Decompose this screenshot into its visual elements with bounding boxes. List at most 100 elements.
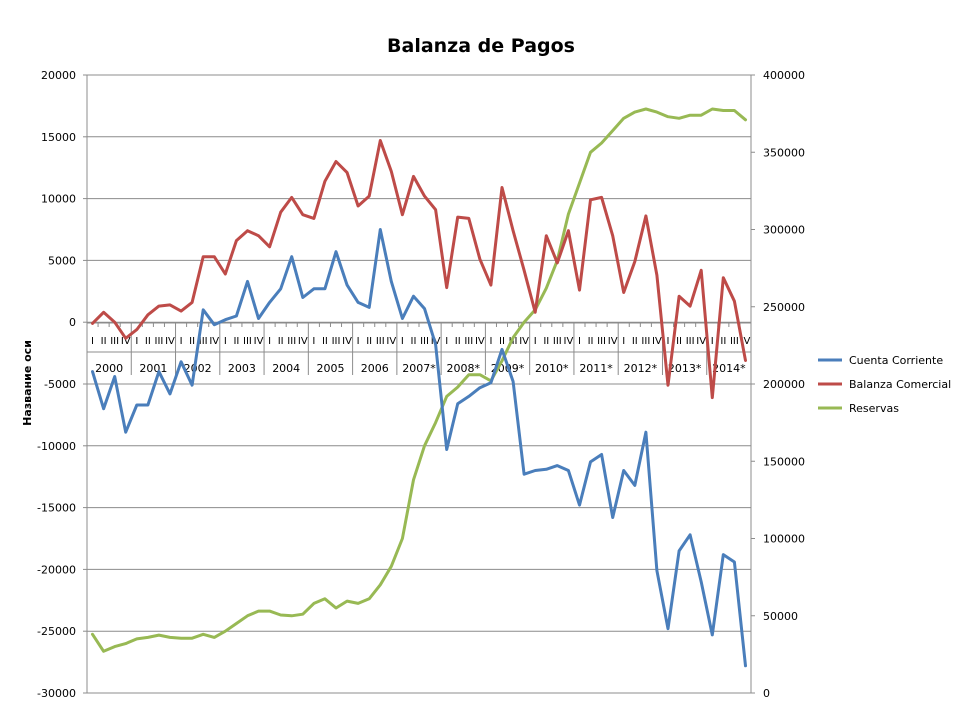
quarter-label: II bbox=[455, 336, 461, 347]
quarter-label: IV bbox=[254, 336, 264, 347]
y2-tick-label: 200000 bbox=[763, 378, 805, 391]
year-label: 2000 bbox=[95, 362, 123, 375]
year-label: 2004 bbox=[272, 362, 300, 375]
gridlines bbox=[87, 74, 751, 694]
legend-label-cuenta-corriente: Cuenta Corriente bbox=[849, 354, 943, 367]
y2-tick-label: 50000 bbox=[763, 610, 798, 623]
quarter-label: II bbox=[676, 336, 682, 347]
quarter-label: I bbox=[224, 336, 227, 347]
quarter-label: I bbox=[135, 336, 138, 347]
year-label: 2011* bbox=[579, 362, 613, 375]
quarter-label: IV bbox=[608, 336, 618, 347]
quarter-label: III bbox=[199, 336, 208, 347]
quarter-label: I bbox=[357, 336, 360, 347]
quarter-label: II bbox=[101, 336, 107, 347]
quarter-label: I bbox=[268, 336, 271, 347]
quarter-label: III bbox=[110, 336, 119, 347]
quarter-label: I bbox=[622, 336, 625, 347]
quarter-label: IV bbox=[165, 336, 175, 347]
legend-label-reservas: Reservas bbox=[849, 402, 899, 415]
quarter-label: II bbox=[322, 336, 328, 347]
year-label: 2012* bbox=[624, 362, 658, 375]
quarter-label: III bbox=[597, 336, 606, 347]
y-tick-label: -20000 bbox=[37, 563, 76, 576]
y2-axis-ticks: 400000 350000 300000 250000 200000 150000 1000… bbox=[751, 69, 805, 700]
year-label: 2001 bbox=[139, 362, 167, 375]
quarter-label: III bbox=[420, 336, 429, 347]
y-tick-label: -30000 bbox=[37, 687, 76, 700]
y2-tick-label: 400000 bbox=[763, 69, 805, 82]
quarter-label: II bbox=[632, 336, 638, 347]
series-line-balanza-comercial bbox=[91, 139, 747, 400]
year-label: 2014* bbox=[712, 362, 746, 375]
quarter-label: III bbox=[287, 336, 296, 347]
series-line-cuenta-corriente bbox=[91, 228, 747, 668]
y-tick-label: 0 bbox=[69, 316, 76, 329]
quarter-label: III bbox=[332, 336, 341, 347]
year-label: 2003 bbox=[228, 362, 256, 375]
quarter-label: I bbox=[91, 336, 94, 347]
y-tick-label: 5000 bbox=[48, 254, 76, 267]
y-tick-label: -15000 bbox=[37, 502, 76, 515]
legend-label-balanza-comercial: Balanza Comercial bbox=[849, 378, 951, 391]
quarter-label: I bbox=[180, 336, 183, 347]
quarter-label: III bbox=[155, 336, 164, 347]
y-tick-label: -10000 bbox=[37, 440, 76, 453]
quarter-label: I bbox=[401, 336, 404, 347]
y-tick-label: 10000 bbox=[41, 193, 76, 206]
year-label: 2002 bbox=[184, 362, 212, 375]
quarter-label: I bbox=[445, 336, 448, 347]
quarter-label: III bbox=[686, 336, 695, 347]
y-tick-label: -5000 bbox=[44, 378, 76, 391]
quarter-label: II bbox=[278, 336, 284, 347]
y-axis-ticks: 20000 15000 10000 5000 0 -5000 -10000 -15000 -20… bbox=[37, 69, 87, 700]
y-tick-label: 15000 bbox=[41, 131, 76, 144]
series-lines bbox=[91, 107, 747, 668]
y2-tick-label: 300000 bbox=[763, 224, 805, 237]
quarter-label: II bbox=[411, 336, 417, 347]
quarter-label: I bbox=[534, 336, 537, 347]
chart-title: Balanza de Pagos bbox=[387, 35, 575, 57]
quarter-label: I bbox=[489, 336, 492, 347]
quarter-label: IV bbox=[741, 336, 751, 347]
year-label: 2005 bbox=[316, 362, 344, 375]
year-label: 2010* bbox=[535, 362, 569, 375]
quarter-label: IV bbox=[342, 336, 352, 347]
quarter-label: I bbox=[578, 336, 581, 347]
quarter-label: IV bbox=[475, 336, 485, 347]
y-tick-label: -25000 bbox=[37, 625, 76, 638]
quarter-label: IV bbox=[386, 336, 396, 347]
quarter-label: IV bbox=[564, 336, 574, 347]
quarter-label: I bbox=[312, 336, 315, 347]
year-label: 2013* bbox=[668, 362, 702, 375]
quarter-label: II bbox=[543, 336, 549, 347]
quarter-label: II bbox=[233, 336, 239, 347]
y-axis-title: Название оси bbox=[21, 340, 34, 426]
y2-tick-label: 100000 bbox=[763, 533, 805, 546]
year-label: 2006 bbox=[361, 362, 389, 375]
quarter-label: IV bbox=[209, 336, 219, 347]
quarter-label: IV bbox=[298, 336, 308, 347]
y2-tick-label: 150000 bbox=[763, 455, 805, 468]
quarter-label: III bbox=[641, 336, 650, 347]
year-label: 2007* bbox=[402, 362, 436, 375]
quarter-label: II bbox=[189, 336, 195, 347]
y2-tick-label: 0 bbox=[763, 687, 770, 700]
quarter-label: IV bbox=[652, 336, 662, 347]
quarter-label: III bbox=[553, 336, 562, 347]
quarter-label: IV bbox=[121, 336, 131, 347]
quarter-label: III bbox=[509, 336, 518, 347]
quarter-label: II bbox=[588, 336, 594, 347]
quarter-label: II bbox=[366, 336, 372, 347]
y2-tick-label: 350000 bbox=[763, 146, 805, 159]
quarter-label: III bbox=[376, 336, 385, 347]
quarter-label: III bbox=[464, 336, 473, 347]
y2-tick-label: 250000 bbox=[763, 301, 805, 314]
quarter-label: III bbox=[243, 336, 252, 347]
series-line-reservas bbox=[91, 107, 747, 653]
year-label: 2008* bbox=[447, 362, 481, 375]
quarter-label: III bbox=[730, 336, 739, 347]
